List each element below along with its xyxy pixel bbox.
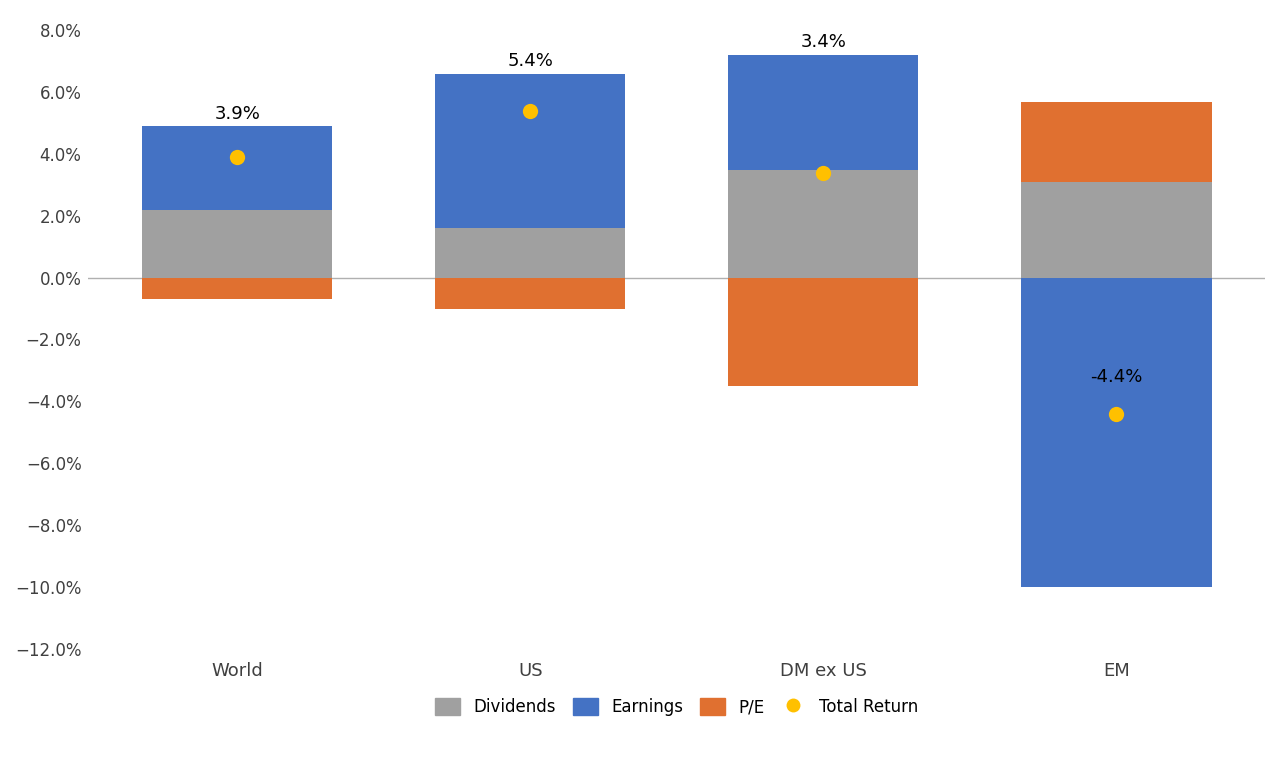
Bar [435,228,626,278]
Bar [728,55,919,169]
Bar [1021,278,1212,587]
Bar [142,278,333,299]
Bar [728,278,919,386]
Bar [728,169,919,278]
Bar [142,126,333,209]
Bar [435,278,626,308]
Bar [142,209,333,278]
Bar [1021,101,1212,182]
Text: 3.4%: 3.4% [800,33,846,52]
Text: 5.4%: 5.4% [507,52,553,70]
Text: -4.4%: -4.4% [1091,368,1143,386]
Text: 3.9%: 3.9% [214,104,260,123]
Legend: Dividends, Earnings, P/E, Total Return: Dividends, Earnings, P/E, Total Return [435,698,918,717]
Bar [435,73,626,228]
Bar [1021,182,1212,278]
